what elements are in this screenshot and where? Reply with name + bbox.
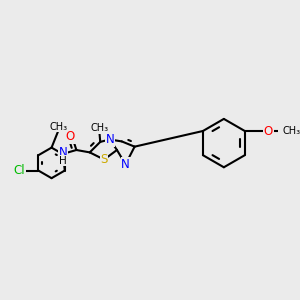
- Text: N: N: [58, 146, 68, 159]
- Text: CH₃: CH₃: [90, 123, 108, 133]
- Text: CH₃: CH₃: [50, 122, 68, 132]
- Text: S: S: [100, 153, 108, 166]
- Text: H: H: [59, 156, 67, 166]
- Text: N: N: [105, 133, 114, 146]
- Text: O: O: [66, 130, 75, 143]
- Text: Cl: Cl: [14, 164, 26, 177]
- Text: CH₃: CH₃: [283, 126, 300, 136]
- Text: N: N: [121, 158, 130, 171]
- Text: O: O: [264, 124, 273, 137]
